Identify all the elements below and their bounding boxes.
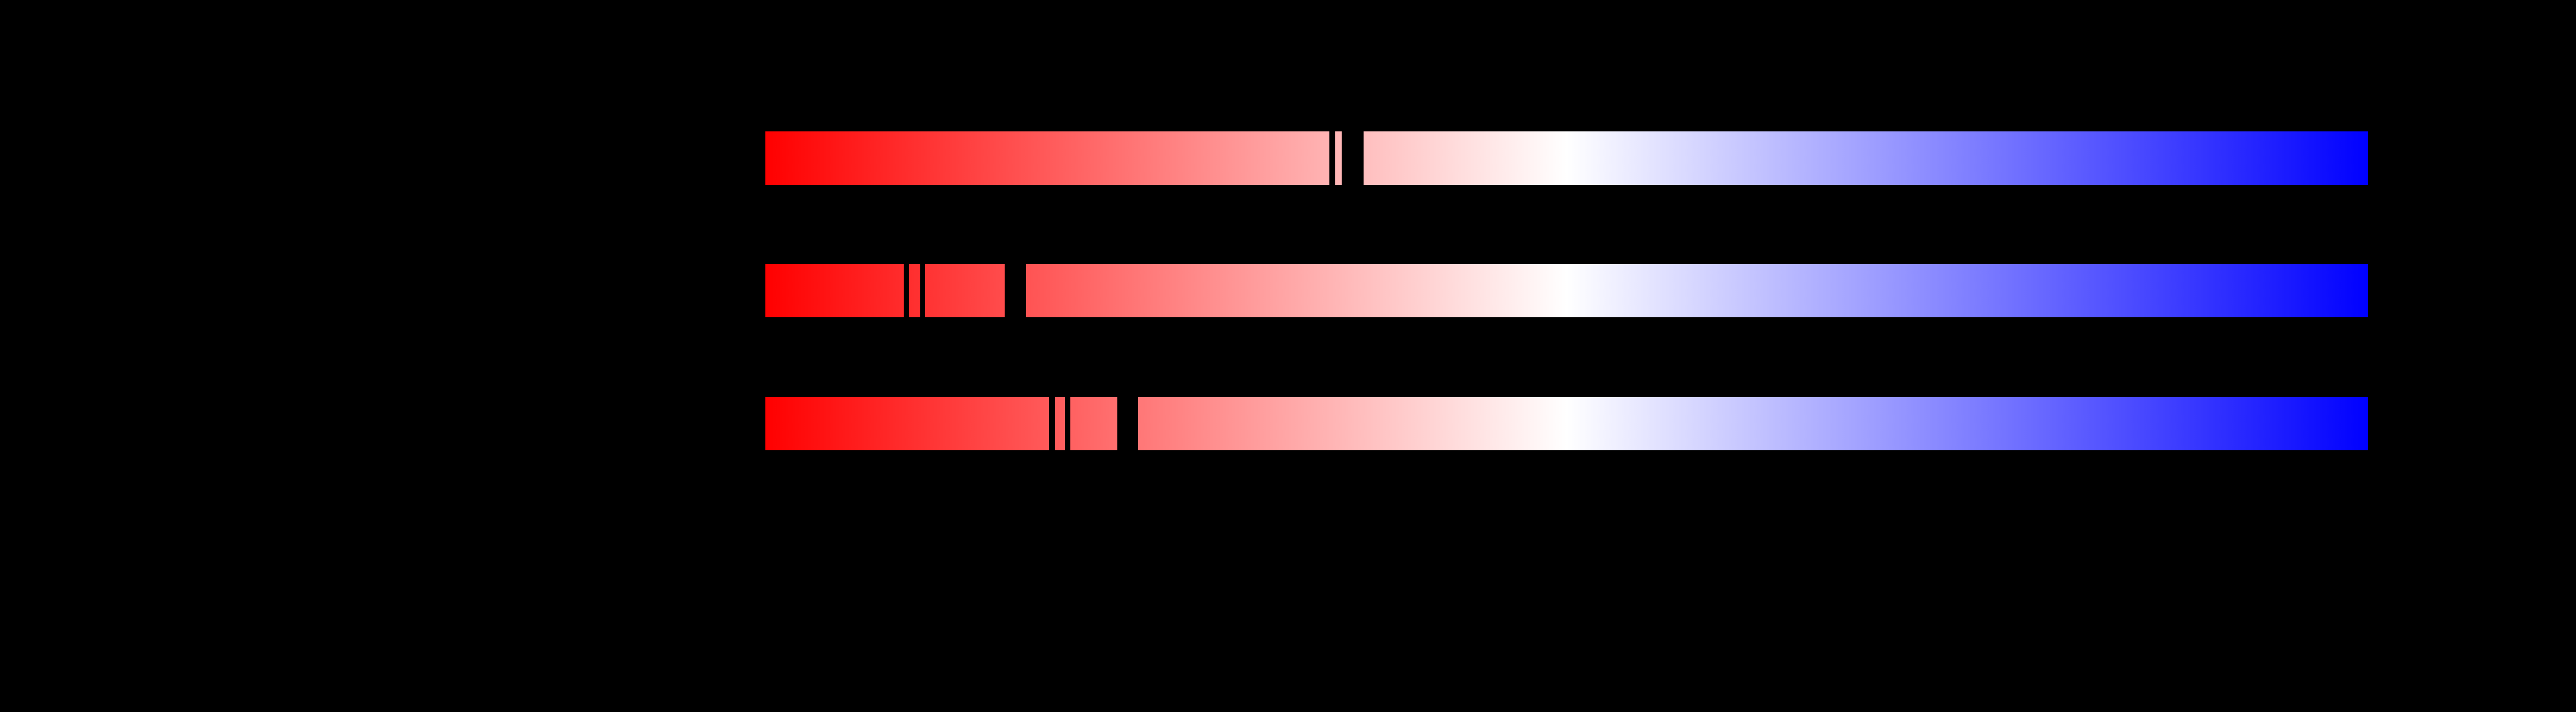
tick-mark-thin <box>920 264 925 317</box>
tick-mark-thick <box>1117 397 1139 450</box>
gradient-bar-row-2 <box>765 264 2368 317</box>
tick-mark-thin <box>1064 397 1070 450</box>
tick-mark-thin <box>904 264 910 317</box>
tick-mark-thin <box>1049 397 1055 450</box>
gradient-bar-row-3 <box>765 397 2368 450</box>
tick-mark-thick <box>1342 131 1364 185</box>
gradient-bar-row-1 <box>765 131 2368 185</box>
tick-mark-thick <box>1004 264 1026 317</box>
tick-mark-thin <box>1329 131 1335 185</box>
